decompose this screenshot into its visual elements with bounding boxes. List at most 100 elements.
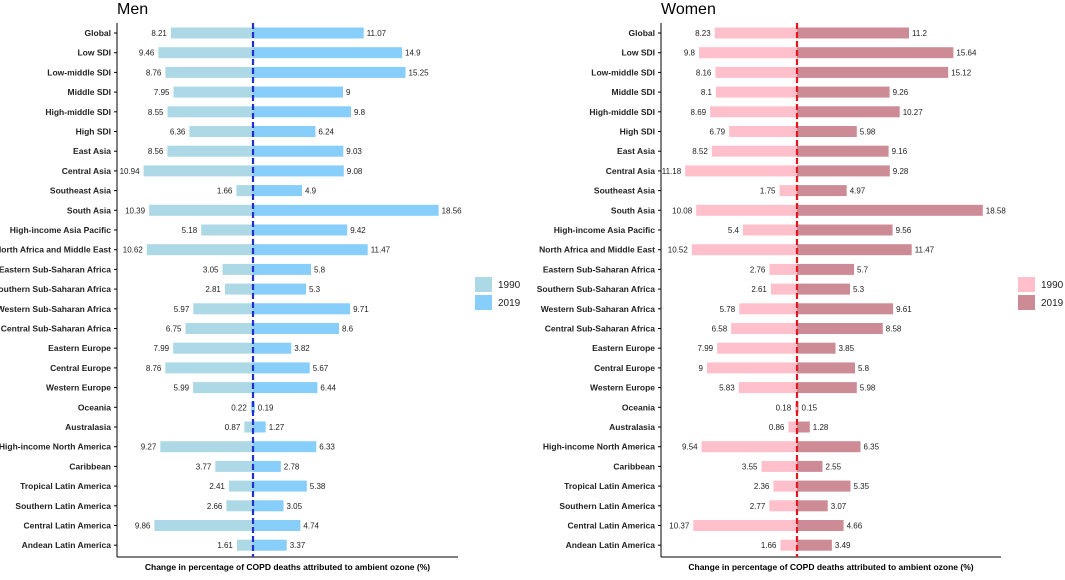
data-label-1990: 8.56 (148, 147, 164, 156)
data-label-2019: 5.35 (854, 482, 870, 491)
data-label-2019: 3.49 (835, 541, 851, 550)
bar-1990 (170, 27, 253, 39)
bar-2019 (253, 539, 287, 551)
data-label-2019: 15.12 (951, 68, 972, 77)
bar-2019 (253, 362, 310, 374)
bar-1990 (769, 263, 797, 275)
bar-2019 (253, 204, 439, 216)
bar-row: Central Asia 11.18 9.28 (606, 165, 909, 177)
data-label-1990: 3.77 (196, 462, 212, 471)
bar-1990 (185, 323, 253, 334)
bar-2019 (797, 224, 893, 236)
bar-1990 (696, 204, 797, 216)
data-label-1990: 3.55 (742, 462, 758, 471)
bar-row: Low-middle SDI 8.76 15.25 (47, 66, 430, 78)
bar-1990 (167, 145, 253, 157)
bar-2019 (253, 323, 339, 334)
category-label: Tropical Latin America (564, 481, 655, 491)
bar-2019 (797, 27, 909, 39)
data-label-1990: 2.36 (754, 482, 770, 491)
data-label-1990: 11.18 (662, 167, 682, 176)
bar-2019 (797, 47, 954, 59)
category-label: Western Europe (46, 383, 111, 393)
data-label-1990: 0.18 (776, 403, 792, 412)
category-label: Southern Sub-Saharan Africa (0, 284, 111, 294)
bar-1990 (739, 303, 797, 315)
data-label-2019: 5.7 (857, 265, 869, 274)
legend-label-1990: 1990 (498, 280, 521, 291)
data-label-2019: 4.66 (847, 522, 863, 531)
bar-2019 (797, 421, 810, 433)
data-label-2019: 15.64 (956, 49, 977, 58)
bar-1990 (222, 263, 253, 275)
bar-1990 (173, 342, 253, 354)
data-label-1990: 5.78 (720, 305, 736, 314)
bar-1990 (717, 342, 797, 354)
bar-row: Oceania 0.18 0.15 (622, 401, 818, 413)
bar-2019 (797, 145, 889, 157)
data-label-2019: 15.25 (409, 68, 430, 77)
category-label: Western Sub-Saharan Africa (541, 304, 656, 314)
data-label-1990: 8.21 (151, 29, 167, 38)
data-label-2019: 9.61 (896, 305, 912, 314)
bar-1990 (201, 224, 253, 236)
data-label-2019: 4.74 (303, 522, 319, 531)
data-label-1990: 0.87 (225, 423, 241, 432)
data-label-2019: 11.07 (367, 29, 387, 38)
data-label-2019: 5.98 (860, 128, 876, 137)
data-label-1990: 5.4 (728, 226, 740, 235)
bar-row: High-income Asia Pacific 5.18 9.42 (10, 224, 366, 236)
category-label: High-middle SDI (45, 107, 111, 117)
category-label: Oceania (78, 402, 111, 412)
bar-2019 (797, 106, 900, 118)
bar-row: Caribbean 3.55 2.55 (613, 460, 842, 472)
bar-2019 (253, 145, 344, 157)
data-label-1990: 0.22 (231, 403, 247, 412)
data-label-2019: 5.8 (314, 265, 326, 274)
data-label-2019: 1.27 (269, 423, 285, 432)
data-label-2019: 5.3 (853, 285, 865, 294)
bar-row: Eastern Europe 7.99 3.85 (592, 342, 855, 354)
bar-row: High-middle SDI 8.69 10.27 (589, 106, 923, 118)
data-label-1990: 2.76 (750, 265, 766, 274)
bar-1990 (710, 106, 797, 118)
data-label-2019: 8.6 (342, 325, 354, 334)
bar-row: High SDI 6.79 5.98 (620, 126, 876, 137)
bar-1990 (143, 165, 253, 177)
bar-row: South Asia 10.08 18.58 (611, 204, 1006, 216)
bar-1990 (711, 145, 797, 157)
bar-row: Caribbean 3.77 2.78 (69, 460, 300, 472)
data-label-2019: 4.9 (305, 187, 317, 196)
data-label-2019: 3.07 (831, 502, 847, 511)
data-label-1990: 8.23 (695, 29, 711, 38)
data-label-2019: 11.2 (912, 29, 928, 38)
category-label: Central Latin America (23, 521, 111, 531)
data-label-1990: 9.27 (141, 443, 157, 452)
data-label-2019: 9.28 (893, 167, 909, 176)
bar-1990 (699, 47, 797, 59)
bar-1990 (731, 323, 797, 334)
category-label: High-income North America (0, 442, 111, 452)
bar-2019 (253, 283, 306, 295)
bar-2019 (797, 362, 855, 374)
bar-2019 (253, 27, 364, 39)
data-label-1990: 1.66 (761, 541, 777, 550)
bar-row: Western Sub-Saharan Africa 5.97 9.71 (0, 303, 369, 315)
category-label: Southern Latin America (559, 501, 655, 511)
bar-2019 (253, 86, 343, 98)
bar-1990 (250, 401, 253, 413)
bar-row: Andean Latin America 1.66 3.49 (566, 539, 851, 551)
bar-row: North Africa and Middle East 10.62 11.47 (0, 244, 391, 256)
category-label: Western Europe (590, 383, 655, 393)
panel-title: Men (117, 1, 148, 18)
category-label: Southeast Asia (50, 186, 111, 196)
bar-row: South Asia 10.39 18.56 (67, 204, 462, 216)
category-label: High SDI (76, 127, 111, 137)
bar-row: High-income Asia Pacific 5.4 9.56 (554, 224, 912, 236)
bar-row: High-income North America 9.27 6.33 (0, 441, 335, 453)
data-label-2019: 3.82 (294, 344, 310, 353)
data-label-1990: 9.46 (139, 49, 155, 58)
category-label: Andean Latin America (22, 540, 112, 550)
data-label-1990: 10.52 (668, 246, 689, 255)
bar-2019 (797, 244, 912, 256)
